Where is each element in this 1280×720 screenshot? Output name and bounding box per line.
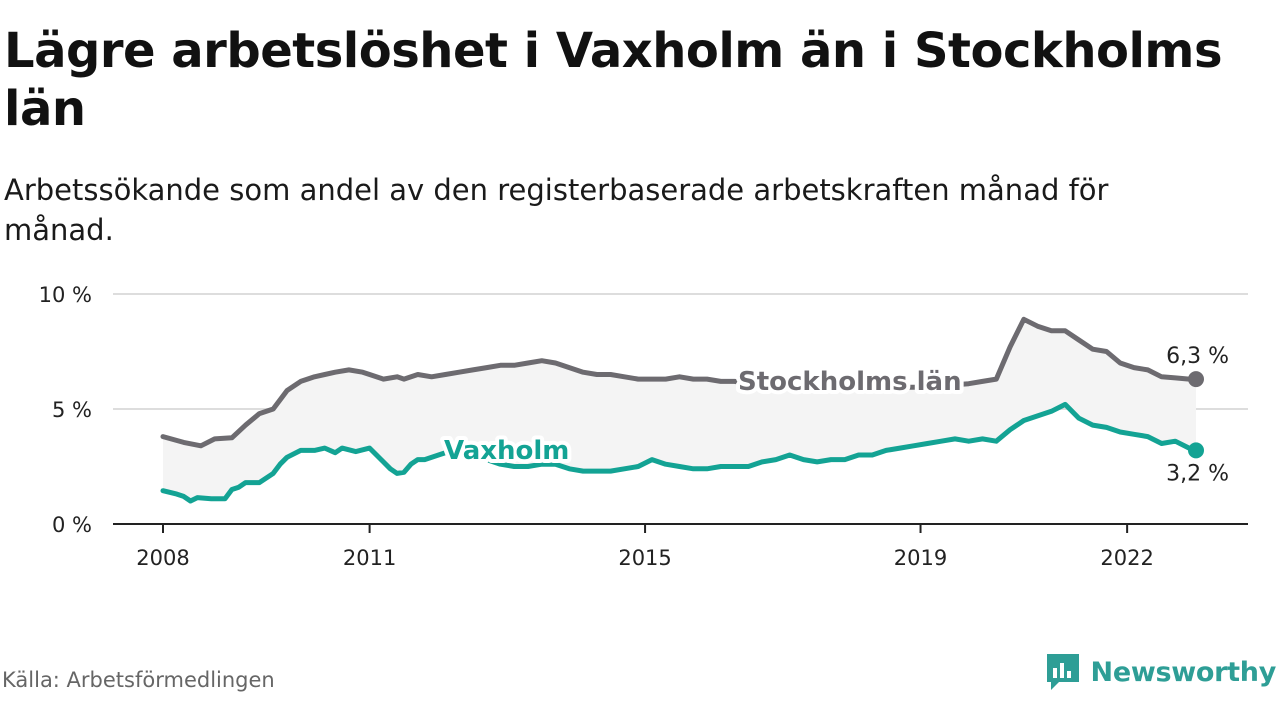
chart-title: Lägre arbetslöshet i Vaxholm än i Stockh… xyxy=(4,23,1223,137)
series-line-stockholms-lan xyxy=(160,316,1199,449)
x-tick-label: 2008 xyxy=(136,546,189,570)
series-lines xyxy=(160,316,1199,504)
x-tick-label: 2022 xyxy=(1100,546,1153,570)
brand-logo: Newsworthy xyxy=(1045,652,1276,692)
x-tick-label: 2011 xyxy=(343,546,396,570)
end-value-label: 6,3 % xyxy=(1166,344,1229,369)
x-axis: 2008 2011 2015 2019 2022 xyxy=(113,523,1248,570)
newsworthy-logo-icon xyxy=(1046,654,1079,690)
difference-area xyxy=(163,319,1196,501)
chart-subtitle: Arbetssökande som andel av den registerb… xyxy=(4,173,1109,247)
line-chart: 0 % 5 % 10 % 2008 2011 2015 2019 2022 6,3 % 3,2… xyxy=(39,283,1248,570)
x-tick-label: 2015 xyxy=(618,546,671,570)
series-labels: 6,3 % 3,2 % Stockholms län Vaxholm xyxy=(440,344,1229,486)
y-tick-label: 0 % xyxy=(52,513,92,537)
source-note: Källa: Arbetsförmedlingen xyxy=(2,668,275,692)
x-tick-label: 2019 xyxy=(894,546,947,570)
y-tick-label: 10 % xyxy=(39,283,92,307)
series-label-stockholms-lan: Stockholms län xyxy=(738,367,962,397)
end-point-vaxholm xyxy=(1188,442,1204,459)
series-line-vaxholm xyxy=(160,401,1199,504)
end-value-label: 3,2 % xyxy=(1166,461,1229,486)
y-tick-label: 5 % xyxy=(52,398,92,422)
gap-area xyxy=(163,319,1196,501)
end-point-stockholms-lan xyxy=(1188,371,1204,388)
brand-name: Newsworthy xyxy=(1090,656,1277,688)
series-label-vaxholm: Vaxholm xyxy=(444,436,569,466)
